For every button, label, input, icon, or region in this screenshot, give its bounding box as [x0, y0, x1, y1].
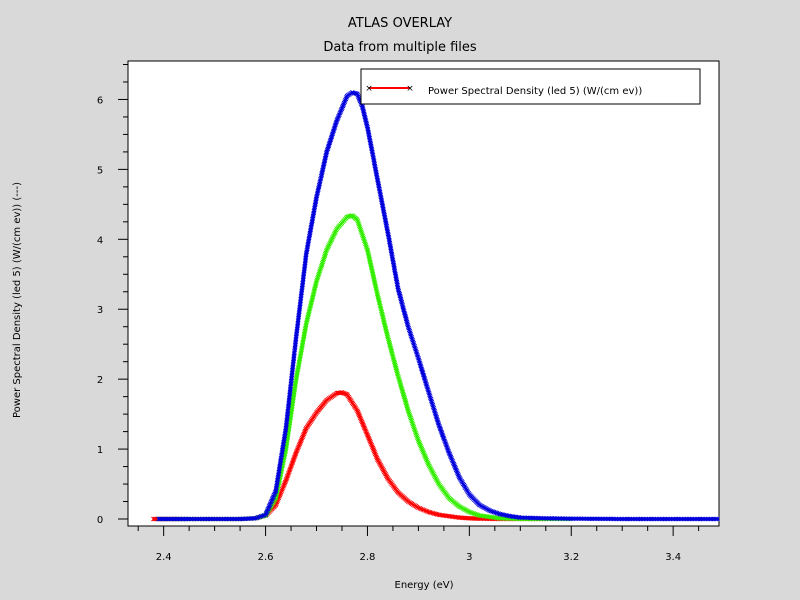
y-tick-label: 6: [97, 95, 103, 106]
x-tick-label: 2.6: [258, 552, 274, 563]
y-tick-label: 4: [97, 235, 103, 246]
legend-box: [360, 68, 701, 105]
x-tick-label: 3: [466, 552, 472, 563]
legend: × × Power Spectral Density (led 5) (W/(c…: [360, 68, 701, 105]
y-tick-label: 1: [97, 445, 103, 456]
chart-title: ATLAS OVERLAY: [348, 16, 452, 31]
y-tick-label: 0: [97, 515, 103, 526]
x-tick-label: 2.8: [360, 552, 376, 563]
chart-subtitle: Data from multiple files: [323, 40, 477, 55]
plot-area: [127, 60, 720, 527]
series-layer: [151, 90, 720, 522]
x-axis: 2.4 2.6 2.8 3 3.2 3.4: [137, 526, 700, 563]
series-markers-blue: [156, 90, 720, 522]
legend-marker-left: ×: [365, 84, 373, 94]
y-tick-label: 5: [97, 165, 103, 176]
y-axis-label: Power Spectral Density (led 5) (W/(cm ev…: [12, 182, 23, 418]
legend-label: Power Spectral Density (led 5) (W/(cm ev…: [428, 86, 642, 97]
x-tick-label: 3.4: [665, 552, 681, 563]
legend-marker-right: ×: [406, 84, 414, 94]
x-tick-label: 3.2: [563, 552, 579, 563]
y-tick-label: 3: [97, 305, 103, 316]
y-tick-label: 2: [97, 375, 103, 386]
x-tick-label: 2.4: [156, 552, 172, 563]
y-axis: 0 1 2 3 4 5 6: [97, 63, 128, 526]
x-axis-label: Energy (eV): [395, 580, 454, 591]
